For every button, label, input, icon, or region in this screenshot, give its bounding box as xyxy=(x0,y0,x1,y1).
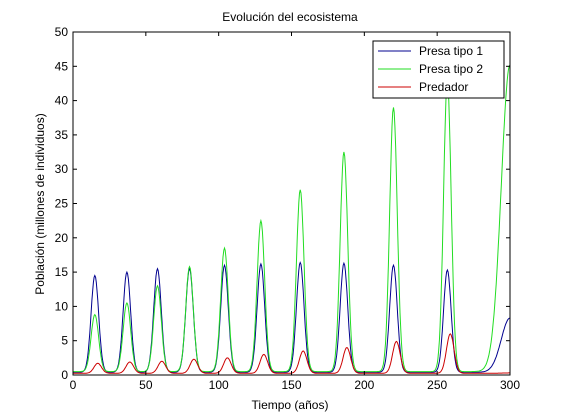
x-tick-label: 300 xyxy=(500,378,520,392)
y-tick-label: 0 xyxy=(61,368,68,382)
y-axis-label: Población (millones de individuos) xyxy=(33,113,47,294)
y-tick-label: 35 xyxy=(55,128,69,142)
x-tick-label: 200 xyxy=(354,378,374,392)
legend: Presa tipo 1 Presa tipo 2 Predador xyxy=(372,40,505,99)
y-tick-label: 50 xyxy=(55,25,69,39)
x-tick-label: 150 xyxy=(281,378,301,392)
legend-label: Presa tipo 2 xyxy=(419,62,483,76)
y-tick-label: 15 xyxy=(55,265,69,279)
y-tick-label: 20 xyxy=(55,231,69,245)
series-line-2 xyxy=(73,64,511,373)
x-tick-label: 100 xyxy=(209,378,229,392)
y-tick-label: 45 xyxy=(55,59,69,73)
x-tick-label: 0 xyxy=(70,378,77,392)
y-tick-label: 5 xyxy=(61,334,68,348)
axes: 0 50 100 150 200 250 300 0 5 10 15 20 25 30 35 40 45 50 xyxy=(55,25,521,392)
y-tick-label: 10 xyxy=(55,299,69,313)
y-tick-label: 30 xyxy=(55,162,69,176)
legend-label: Predador xyxy=(419,80,468,94)
series-layer xyxy=(73,64,511,374)
y-tick-label: 25 xyxy=(55,197,69,211)
chart-title: Evolución del ecosistema xyxy=(222,10,358,24)
y-tick-label: 40 xyxy=(55,94,69,108)
series-line-3 xyxy=(73,333,510,374)
x-tick-label: 250 xyxy=(427,378,447,392)
x-tick-label: 50 xyxy=(139,378,153,392)
x-axis-label: Tiempo (años) xyxy=(252,398,329,412)
legend-label: Presa tipo 1 xyxy=(419,44,483,58)
